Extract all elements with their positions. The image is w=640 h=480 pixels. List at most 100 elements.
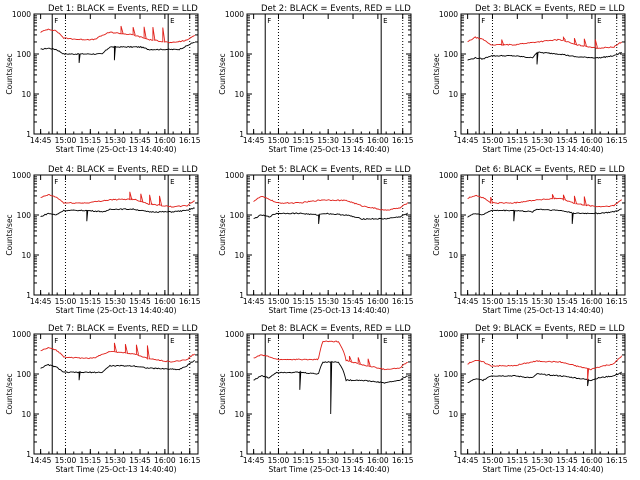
x-tick-label: 16:00	[581, 297, 603, 306]
plot-frame	[246, 174, 412, 296]
x-tick-label: 15:15	[293, 136, 315, 145]
y-tick-label: 10	[448, 90, 458, 99]
time-marker-label: F	[54, 17, 58, 25]
x-axis-label: Start Time (25-Oct-13 14:40:40)	[482, 465, 603, 474]
time-marker-label: F	[481, 337, 485, 345]
events-series-line	[40, 360, 195, 381]
events-series-line	[253, 212, 409, 224]
panel-det-6: Det 6: BLACK = Events, RED = LLD 1 10 100 10…	[432, 165, 628, 315]
time-marker-label: E	[383, 178, 387, 186]
y-tick-label: 10	[21, 90, 31, 99]
time-marker-label: F	[54, 178, 58, 186]
x-tick-label: 14:45	[243, 456, 265, 465]
time-marker-label: F	[267, 337, 271, 345]
x-tick-label: 15:15	[293, 456, 315, 465]
y-tick-label: 1	[239, 291, 244, 300]
x-tick-label: 16:00	[581, 136, 603, 145]
x-tick-label: 15:00	[268, 136, 290, 145]
y-axis-label: Counts/sec	[432, 373, 441, 414]
y-tick-label: 1	[26, 291, 31, 300]
lld-series-line	[253, 340, 408, 371]
x-tick-label: 15:45	[129, 456, 151, 465]
x-tick-label: 14:45	[30, 136, 52, 145]
lld-series-line	[253, 196, 409, 211]
plot-frame	[460, 333, 626, 455]
x-tick-label: 15:00	[268, 297, 290, 306]
y-tick-label: 1	[26, 130, 31, 139]
events-series-line	[467, 51, 622, 65]
panel-det-4: Det 4: BLACK = Events, RED = LLD 1 10 100 10…	[5, 165, 201, 315]
y-axis-label: Counts/sec	[218, 373, 227, 414]
panel-title: Det 1: BLACK = Events, RED = LLD	[48, 4, 198, 14]
y-tick-label: 10	[448, 410, 458, 419]
x-tick-label: 15:00	[482, 136, 504, 145]
y-tick-label: 100	[444, 211, 459, 220]
x-tick-label: 15:30	[531, 456, 553, 465]
x-tick-label: 15:15	[80, 456, 102, 465]
x-tick-label: 16:00	[367, 456, 389, 465]
lld-series-line	[40, 191, 195, 208]
panel-det-9: Det 9: BLACK = Events, RED = LLD 1 10 100 10…	[432, 324, 628, 474]
x-axis-label: Start Time (25-Oct-13 14:40:40)	[268, 145, 389, 154]
x-tick-label: 14:45	[457, 297, 479, 306]
x-tick-label: 16:15	[392, 136, 414, 145]
x-tick-label: 16:00	[154, 297, 176, 306]
panel-det-7: Det 7: BLACK = Events, RED = LLD 1 10 100 10…	[5, 324, 201, 474]
time-marker-label: E	[170, 178, 174, 186]
y-axis-label: Counts/sec	[5, 53, 14, 94]
panel-title: Det 3: BLACK = Events, RED = LLD	[475, 4, 625, 14]
y-tick-label: 1	[239, 130, 244, 139]
x-tick-label: 15:30	[104, 297, 126, 306]
x-tick-label: 15:30	[317, 297, 339, 306]
lld-series-line	[40, 342, 196, 363]
panel-title: Det 6: BLACK = Events, RED = LLD	[475, 165, 625, 175]
y-tick-label: 10	[234, 251, 244, 260]
x-tick-label: 16:15	[606, 136, 628, 145]
x-tick-label: 15:45	[556, 456, 578, 465]
x-tick-label: 15:00	[55, 456, 77, 465]
y-tick-label: 10	[234, 90, 244, 99]
y-tick-label: 1	[453, 130, 458, 139]
x-tick-label: 15:30	[104, 456, 126, 465]
x-tick-label: 15:45	[129, 136, 151, 145]
y-tick-label: 1000	[439, 330, 458, 339]
x-tick-label: 15:15	[507, 136, 529, 145]
time-marker-label: E	[597, 17, 601, 25]
y-tick-label: 1000	[439, 171, 458, 180]
x-tick-label: 16:00	[154, 456, 176, 465]
y-tick-label: 100	[230, 211, 245, 220]
panel-title: Det 8: BLACK = Events, RED = LLD	[261, 324, 411, 334]
y-tick-label: 100	[230, 370, 245, 379]
y-tick-label: 1000	[12, 171, 31, 180]
x-tick-label: 15:15	[80, 297, 102, 306]
y-tick-label: 1	[453, 450, 458, 459]
x-tick-label: 16:15	[392, 456, 414, 465]
x-tick-label: 15:45	[556, 297, 578, 306]
y-tick-label: 1	[26, 450, 31, 459]
y-axis-label: Counts/sec	[218, 53, 227, 94]
x-axis-label: Start Time (25-Oct-13 14:40:40)	[55, 306, 176, 315]
x-tick-label: 15:45	[342, 297, 364, 306]
x-axis-label: Start Time (25-Oct-13 14:40:40)	[55, 145, 176, 154]
plot-frame	[33, 13, 199, 135]
y-tick-label: 1	[453, 291, 458, 300]
time-marker-label: E	[383, 337, 387, 345]
y-tick-label: 1	[239, 450, 244, 459]
events-series-line	[467, 371, 622, 387]
x-tick-label: 14:45	[457, 456, 479, 465]
plot-frame	[246, 333, 412, 455]
y-axis-label: Counts/sec	[432, 214, 441, 255]
events-series-line	[40, 41, 195, 63]
events-series-line	[467, 208, 622, 224]
x-tick-label: 15:00	[482, 297, 504, 306]
y-tick-label: 1000	[439, 10, 458, 19]
time-marker-label: E	[597, 337, 601, 345]
x-tick-label: 15:00	[55, 136, 77, 145]
time-marker-label: F	[481, 17, 485, 25]
x-tick-label: 16:15	[606, 297, 628, 306]
y-tick-label: 10	[234, 410, 244, 419]
lld-series-line	[467, 36, 623, 49]
x-tick-label: 16:15	[606, 456, 628, 465]
x-tick-label: 15:30	[531, 297, 553, 306]
time-marker-label: E	[597, 178, 601, 186]
